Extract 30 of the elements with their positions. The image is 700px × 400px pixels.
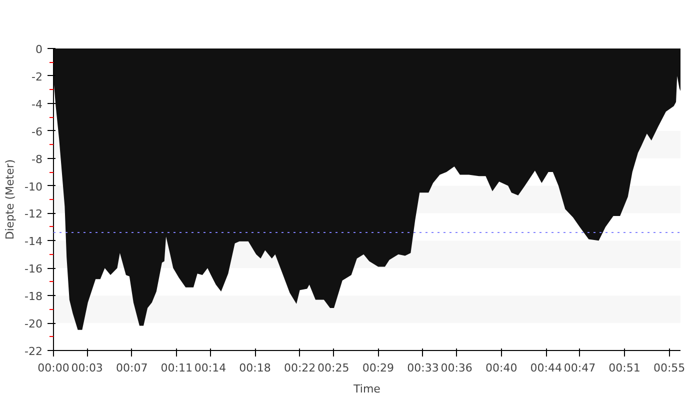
y-tick-label: -4 <box>32 98 42 111</box>
x-tick-label: 00:40 <box>486 362 518 374</box>
x-tick-label: 00:51 <box>608 362 640 374</box>
x-tick-label: 00:18 <box>239 362 271 374</box>
x-tick-label: 00:03 <box>71 362 103 374</box>
x-tick-label: 00:14 <box>194 362 226 374</box>
x-tick-label: 00:11 <box>160 362 193 374</box>
x-tick-label: 00:47 <box>564 362 596 374</box>
x-tick-label: 00:07 <box>116 362 148 374</box>
x-tick-label: 00:33 <box>407 362 439 374</box>
x-tick-label: 00:44 <box>530 362 562 374</box>
x-tick-label: 00:36 <box>440 362 472 374</box>
x-tick-label: 00:25 <box>318 362 350 374</box>
y-tick-label: -16 <box>24 262 42 276</box>
x-tick-label: 00:22 <box>284 362 316 374</box>
y-tick-label: -18 <box>24 290 42 304</box>
y-tick-label: -14 <box>24 235 42 248</box>
y-tick-label: -12 <box>24 208 42 221</box>
x-tick-label: 00:29 <box>362 362 394 374</box>
y-tick-label: -10 <box>24 180 42 194</box>
x-tick-label: 00:00 <box>38 362 70 374</box>
y-tick-label: -8 <box>32 152 42 166</box>
y-tick-label: -6 <box>32 125 42 138</box>
x-tick-label: 00:55 <box>653 362 686 374</box>
y-tick-label: -2 <box>32 70 42 84</box>
x-axis-title: Time <box>352 382 381 396</box>
y-tick-label: -20 <box>24 318 42 331</box>
y-axis-title: Diepte (Meter) <box>4 159 17 240</box>
y-tick-label: -22 <box>24 345 42 358</box>
y-tick-label: 0 <box>36 43 42 56</box>
